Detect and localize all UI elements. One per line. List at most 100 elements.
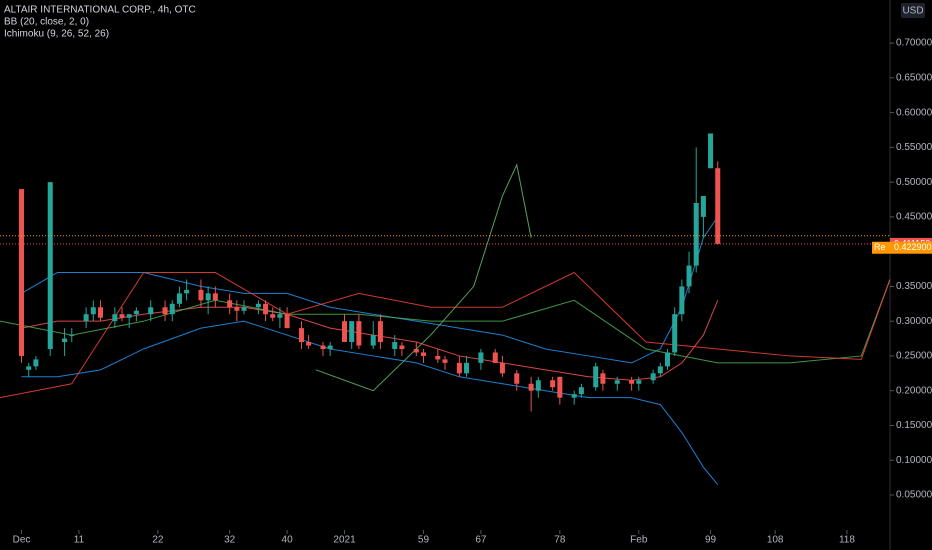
- x-tick-label: Dec: [13, 535, 31, 546]
- candle-body: [284, 314, 290, 329]
- candle-body: [241, 307, 247, 311]
- candle-body: [650, 373, 656, 381]
- candle-body: [578, 387, 584, 395]
- candle-body: [306, 342, 312, 346]
- candle-body: [277, 314, 283, 318]
- x-tick-label: 40: [282, 535, 294, 546]
- candle-body: [557, 376, 563, 398]
- candle-body: [715, 168, 721, 244]
- x-tick-label: Feb: [630, 535, 648, 546]
- candle-body: [97, 307, 103, 318]
- candle-body: [636, 380, 642, 384]
- candle-body: [356, 321, 362, 346]
- candle-body: [33, 359, 39, 367]
- x-tick-label: 118: [839, 535, 855, 546]
- indicator-label: Ichimoku (9, 26, 52, 26): [4, 29, 109, 40]
- candle-body: [119, 314, 125, 318]
- price-tag-name: Re: [874, 242, 886, 252]
- candle-body: [413, 348, 419, 353]
- candle-body: [535, 380, 541, 391]
- price-tag: 0.422900: [894, 242, 932, 252]
- indicator-line: [0, 279, 891, 364]
- candle-body: [148, 307, 154, 315]
- x-tick-label: 22: [152, 535, 164, 546]
- candle-body: [528, 383, 534, 391]
- x-tick-label: 67: [475, 535, 487, 546]
- candle-body: [133, 310, 139, 315]
- candle-body: [629, 380, 635, 384]
- x-tick-label: 11: [74, 535, 85, 546]
- y-tick-label: 0.700000: [896, 38, 932, 49]
- candle-body: [370, 335, 376, 346]
- candle-body: [83, 314, 89, 322]
- candle-body: [377, 321, 383, 343]
- candle-body: [263, 303, 269, 315]
- candle-body: [672, 314, 678, 353]
- candle-body: [550, 380, 556, 388]
- currency-badge[interactable]: [901, 3, 925, 18]
- candle-body: [614, 380, 620, 384]
- chart-title: ALTAIR INTERNATIONAL CORP., 4h, OTC: [4, 5, 196, 16]
- candle-body: [327, 345, 333, 349]
- candle-body: [19, 189, 25, 356]
- indicator-line: [315, 163, 532, 392]
- candle-body: [657, 366, 663, 374]
- x-tick-label: 59: [418, 535, 430, 546]
- candle-body: [478, 352, 484, 363]
- candle-body: [349, 321, 355, 343]
- candle-body: [212, 293, 218, 301]
- x-tick-label: 78: [554, 535, 566, 546]
- candle-body: [198, 289, 204, 301]
- candle-body: [255, 303, 261, 308]
- candle-body: [679, 286, 685, 315]
- candle-body: [392, 342, 398, 349]
- candle-body: [600, 373, 606, 384]
- candle-body: [708, 133, 714, 169]
- price-tag-bg: [890, 241, 932, 254]
- candle-body: [571, 394, 577, 398]
- candle-body: [126, 314, 132, 318]
- x-tick-label: 108: [767, 535, 784, 546]
- candle-body: [464, 362, 470, 374]
- indicator-label: BB (20, close, 2, 0): [4, 17, 89, 28]
- price-tag-name-bg: [872, 241, 890, 254]
- candle-body: [514, 373, 520, 384]
- candle-body: [270, 314, 276, 318]
- candle-body: [435, 355, 441, 360]
- candle-body: [169, 303, 175, 315]
- candle-body: [205, 293, 211, 301]
- indicator-line: [21, 300, 719, 381]
- candle-body: [492, 352, 498, 363]
- candle-body: [593, 366, 599, 388]
- candle-body: [499, 362, 505, 374]
- candle-body: [399, 345, 405, 349]
- x-tick-label: 99: [705, 535, 717, 546]
- candle-body: [420, 352, 426, 356]
- indicator-line: [0, 271, 891, 399]
- candle-body: [342, 321, 348, 343]
- candle-body: [686, 265, 692, 287]
- x-tick-label: 32: [224, 535, 236, 546]
- candle-body: [227, 300, 233, 308]
- candle-body: [26, 366, 32, 370]
- candle-body: [456, 362, 462, 374]
- candle-body: [693, 202, 699, 266]
- currency[interactable]: USD: [902, 6, 923, 17]
- indicator-line: [21, 320, 719, 485]
- indicator-line: [21, 216, 719, 364]
- candle-body: [90, 307, 96, 315]
- candle-body: [162, 307, 168, 315]
- candle-body: [112, 314, 118, 322]
- candle-body: [664, 352, 671, 367]
